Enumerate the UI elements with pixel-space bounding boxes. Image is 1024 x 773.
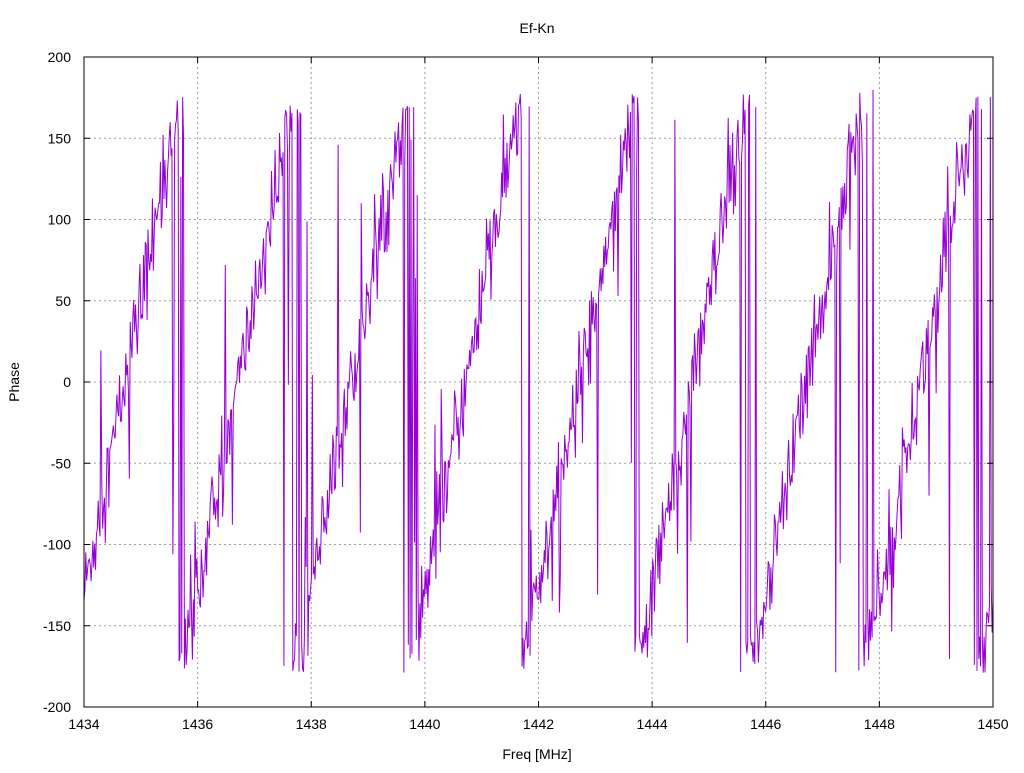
x-tick-label: 1434 [68, 716, 99, 732]
y-tick-label: -50 [51, 455, 71, 471]
y-tick-label: 200 [48, 49, 72, 65]
x-tick-label: 1450 [977, 716, 1008, 732]
series-layer [83, 89, 994, 673]
y-tick-label: -150 [43, 618, 71, 634]
x-tick-label: 1436 [182, 716, 213, 732]
series-line-0 [83, 89, 994, 673]
x-tick-label: 1444 [637, 716, 668, 732]
y-tick-label: 150 [48, 130, 72, 146]
y-axis-label: Phase [6, 362, 22, 402]
y-tick-label: -100 [43, 537, 71, 553]
x-axis-label: Freq [MHz] [502, 746, 571, 762]
x-tick-label: 1442 [523, 716, 554, 732]
chart-title: Ef-Kn [519, 20, 554, 36]
y-tick-label: 100 [48, 212, 72, 228]
grid-lines [84, 57, 993, 707]
tick-marks [83, 56, 994, 708]
tick-labels: 1434 1436 1438 1440 1442 1444 1446 1448 1450 -200… [43, 49, 1009, 732]
x-tick-label: 1446 [750, 716, 781, 732]
x-tick-label: 1438 [296, 716, 327, 732]
x-tick-label: 1448 [864, 716, 895, 732]
x-tick-label: 1440 [409, 716, 440, 732]
y-tick-label: -200 [43, 699, 71, 715]
y-tick-label: 0 [63, 374, 71, 390]
y-tick-label: 50 [55, 293, 71, 309]
